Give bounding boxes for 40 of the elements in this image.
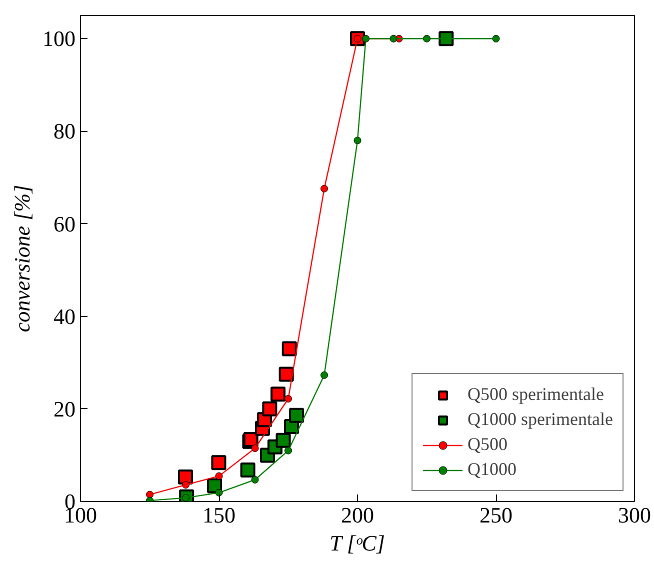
y-tick-label: 40 <box>54 304 76 329</box>
point <box>438 31 454 46</box>
point <box>282 341 297 356</box>
point <box>284 395 292 402</box>
point <box>251 476 259 484</box>
point <box>390 34 398 42</box>
x-tick-label: 300 <box>618 502 651 528</box>
y-tick-label: 100 <box>42 26 76 52</box>
point <box>270 386 286 402</box>
point <box>215 488 223 496</box>
point <box>262 401 278 416</box>
x-tick-label: 150 <box>202 502 236 528</box>
point <box>182 481 190 489</box>
x-tick-label: 200 <box>341 502 374 528</box>
point <box>423 34 430 42</box>
point <box>251 444 259 452</box>
x-axis-title: T [ᵒC] <box>330 530 386 556</box>
point <box>211 455 226 470</box>
point <box>320 371 328 379</box>
y-tick-label: 20 <box>54 396 76 422</box>
x-tick-label: 250 <box>480 502 512 528</box>
legend-label: Q500 <box>468 434 508 455</box>
point <box>278 366 294 382</box>
point <box>178 469 193 484</box>
point <box>492 34 500 42</box>
legend-label: Q500 sperimentale <box>468 384 604 405</box>
y-tick-label: 80 <box>54 118 76 144</box>
point <box>362 34 370 42</box>
point <box>354 136 362 144</box>
legend-label: Q1000 sperimentale <box>468 409 613 430</box>
y-tick-label: 60 <box>54 211 76 236</box>
point <box>276 432 291 448</box>
y-axis-title: conversione [%] <box>10 184 34 332</box>
point <box>284 446 292 454</box>
point <box>146 490 154 498</box>
point <box>289 408 304 423</box>
point <box>215 472 223 480</box>
legend-label: Q1000 <box>468 459 517 480</box>
point <box>240 462 256 478</box>
point <box>320 184 328 192</box>
